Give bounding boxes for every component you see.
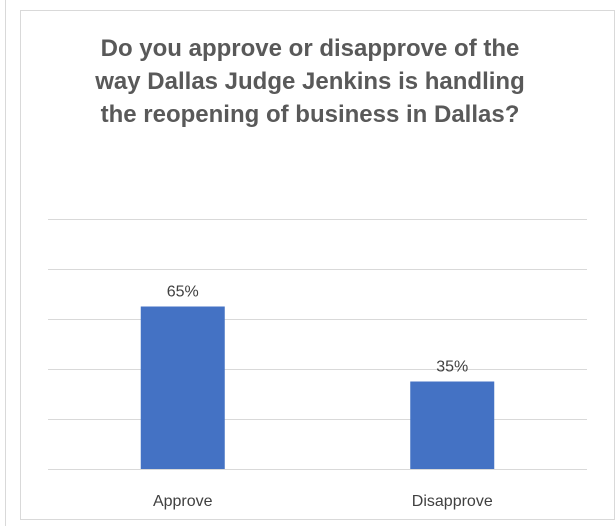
data-label-disapprove: 35%	[436, 359, 468, 376]
chart-area	[20, 10, 615, 520]
category-label-approve: Approve	[153, 493, 213, 510]
chart-title: Do you approve or disapprove of the way …	[95, 35, 525, 128]
bar-approve	[140, 306, 225, 469]
category-label-disapprove: Disapprove	[412, 493, 493, 510]
data-label-approve: 65%	[167, 284, 199, 301]
bar-disapprove	[410, 381, 495, 469]
left-panel-edge	[0, 0, 6, 526]
